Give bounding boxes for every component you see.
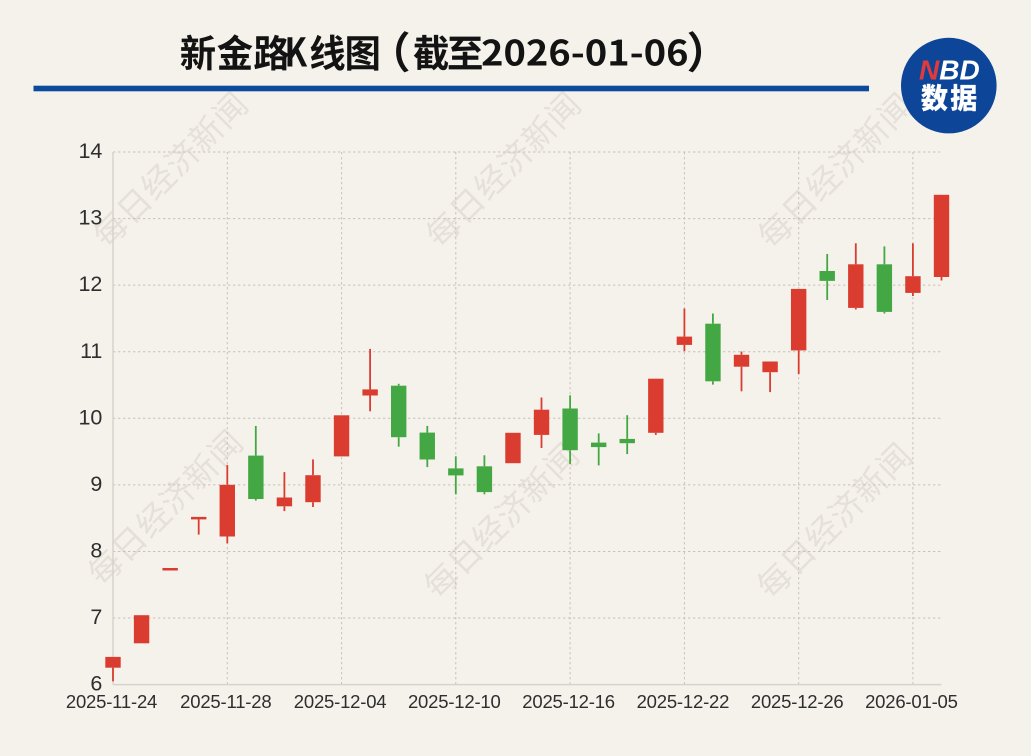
svg-text:2025-11-24: 2025-11-24 <box>66 691 157 712</box>
svg-text:2025-12-10: 2025-12-10 <box>408 691 501 712</box>
svg-text:2025-12-16: 2025-12-16 <box>522 691 615 712</box>
svg-text:11: 11 <box>80 339 102 363</box>
svg-text:14: 14 <box>78 139 102 163</box>
svg-text:10: 10 <box>78 405 102 429</box>
svg-text:2025-12-04: 2025-12-04 <box>294 691 387 712</box>
svg-text:6: 6 <box>90 672 102 696</box>
svg-text:13: 13 <box>78 206 102 230</box>
svg-text:2025-12-26: 2025-12-26 <box>751 691 844 712</box>
svg-text:2025-11-28: 2025-11-28 <box>180 691 271 712</box>
svg-text:NBD: NBD <box>919 54 980 85</box>
svg-text:12: 12 <box>78 272 102 296</box>
svg-text:2025-12-22: 2025-12-22 <box>637 691 730 712</box>
svg-text:7: 7 <box>90 605 102 629</box>
svg-text:8: 8 <box>90 539 102 563</box>
svg-text:2026-01-05: 2026-01-05 <box>865 691 958 712</box>
svg-text:9: 9 <box>90 472 102 496</box>
